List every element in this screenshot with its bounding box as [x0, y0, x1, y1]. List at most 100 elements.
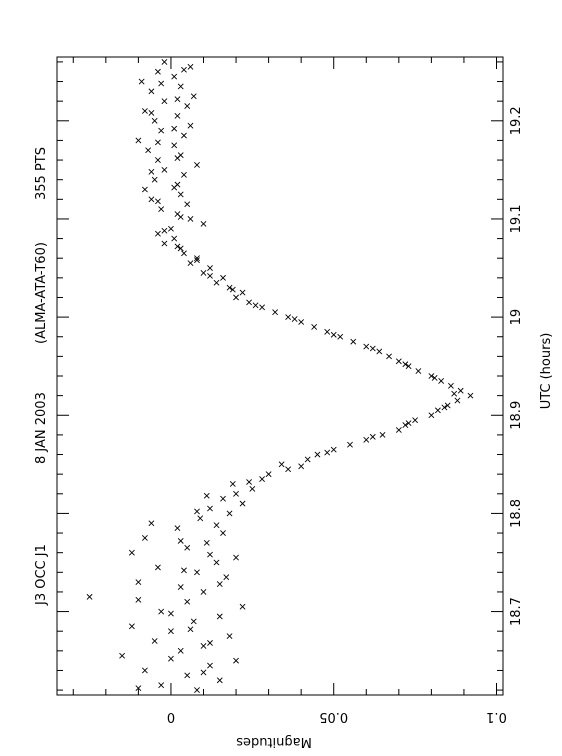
title-part-1: J3 OCC J1	[34, 544, 49, 606]
data-point	[141, 667, 148, 674]
data-point	[330, 446, 337, 453]
title-part-3: (ALMA-ATA-T60)	[34, 242, 49, 344]
data-point	[155, 198, 161, 205]
data-point	[428, 373, 435, 379]
data-point	[161, 98, 168, 105]
data-point	[369, 433, 376, 440]
y-axis-label: Magnitudes	[236, 734, 312, 749]
data-point	[200, 669, 207, 676]
data-point	[200, 589, 207, 595]
data-point	[194, 257, 200, 264]
data-point	[246, 479, 252, 485]
data-point	[454, 397, 461, 404]
data-point	[158, 80, 165, 87]
x-tick-label: 18.7	[509, 597, 524, 626]
data-point	[148, 88, 155, 95]
data-point	[298, 463, 305, 470]
data-point	[363, 436, 370, 443]
data-point	[363, 343, 370, 350]
data-point	[158, 608, 165, 615]
data-point	[216, 613, 223, 620]
data-point	[200, 270, 207, 276]
data-point	[177, 245, 184, 252]
data-point	[229, 286, 236, 293]
data-point	[412, 417, 419, 424]
data-point	[278, 461, 285, 468]
data-point	[184, 544, 191, 551]
data-point	[168, 610, 174, 617]
data-point	[194, 162, 200, 168]
data-point	[181, 567, 187, 574]
x-tick-label: 19	[509, 309, 524, 326]
data-point	[226, 284, 233, 291]
y-tick-label: 0.05	[319, 709, 348, 724]
data-point	[467, 392, 474, 399]
data-point	[187, 626, 194, 633]
data-point	[223, 574, 230, 581]
data-point	[135, 579, 142, 586]
data-point	[184, 598, 191, 605]
data-point	[148, 520, 155, 527]
data-point	[203, 492, 210, 499]
data-point	[444, 402, 451, 409]
data-point	[285, 314, 292, 321]
data-point	[155, 564, 161, 571]
data-point	[168, 655, 174, 662]
data-point	[194, 508, 200, 515]
data-point	[158, 127, 165, 134]
data-point	[158, 206, 165, 213]
x-tick-label: 19.2	[509, 106, 524, 135]
data-point	[265, 471, 272, 478]
data-point	[151, 638, 158, 644]
data-point	[337, 333, 344, 340]
data-point	[174, 96, 181, 103]
data-point	[119, 652, 126, 659]
data-point	[135, 685, 142, 692]
data-point	[161, 166, 168, 173]
data-point	[135, 137, 142, 144]
data-point	[395, 427, 402, 433]
x-axis: 18.7 18.8 18.9 19 19.1 19.2	[57, 61, 524, 691]
data-point	[128, 623, 135, 630]
data-point	[200, 643, 207, 649]
data-point	[141, 535, 148, 541]
data-point	[216, 677, 223, 684]
data-point	[194, 687, 200, 694]
data-point	[314, 451, 321, 458]
data-point	[233, 294, 239, 301]
data-point	[187, 122, 194, 129]
data-point	[379, 431, 386, 438]
data-point	[161, 227, 168, 234]
data-point	[203, 539, 210, 546]
data-point	[249, 485, 256, 492]
data-points	[86, 58, 474, 694]
data-point	[402, 422, 409, 428]
data-point	[177, 647, 184, 654]
data-point	[207, 551, 213, 558]
data-point	[207, 662, 213, 669]
data-point	[272, 309, 279, 316]
title-part-4: 355 PTS	[34, 147, 49, 200]
data-point	[330, 331, 337, 338]
x-tick-label: 18.9	[509, 401, 524, 430]
data-point	[161, 240, 168, 247]
title-part-2: 8 JAN 2003	[34, 392, 49, 464]
data-point	[171, 125, 178, 132]
x-tick-label: 19.1	[509, 204, 524, 233]
data-point	[86, 593, 93, 600]
data-point	[148, 110, 155, 116]
data-point	[141, 186, 148, 193]
data-point	[457, 387, 464, 394]
data-point	[285, 466, 292, 473]
data-point	[226, 510, 233, 517]
data-point	[220, 274, 226, 281]
data-point	[171, 184, 178, 191]
x-axis-label: UTC (hours)	[539, 333, 554, 410]
data-point	[155, 230, 161, 237]
data-point	[311, 324, 318, 330]
data-point	[184, 672, 191, 679]
data-point	[197, 515, 204, 522]
data-point	[216, 581, 223, 588]
y-tick-label: 0	[167, 709, 175, 724]
data-point	[207, 505, 213, 512]
